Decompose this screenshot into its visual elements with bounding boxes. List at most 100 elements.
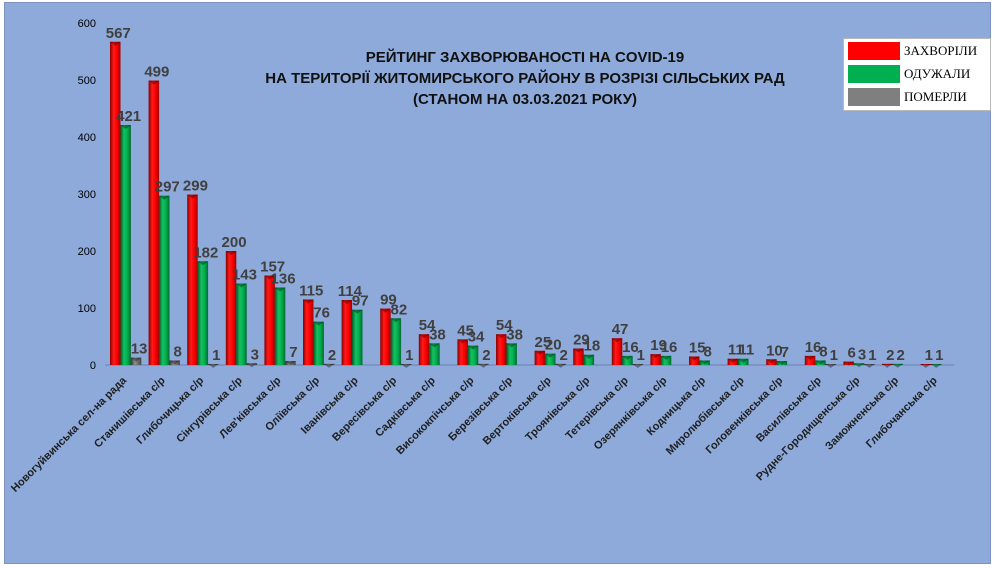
data-label-recovered: 7 [781, 344, 789, 361]
bar-cap-sick [110, 41, 121, 46]
bar-died [864, 364, 875, 365]
data-label-died: 2 [559, 347, 567, 364]
legend-swatch-gray [848, 88, 900, 106]
bar-sick [303, 299, 314, 365]
bar-died [169, 360, 180, 365]
bar-cap-sick [766, 359, 777, 364]
data-label-recovered: 421 [116, 108, 141, 125]
bar-cap-recovered [390, 318, 402, 323]
bar-cap-sick [843, 361, 854, 366]
x-category-label: Сінгурівська с/р [174, 374, 245, 445]
bar-cap-recovered [545, 353, 556, 358]
data-label-recovered: 11 [738, 342, 754, 359]
bar-cap-recovered [660, 355, 672, 360]
bar-cap-sick [689, 356, 700, 361]
data-label-recovered: 20 [545, 337, 562, 354]
bar-sick [341, 300, 353, 365]
bar-cap-sick [148, 80, 160, 85]
bar-sick [689, 356, 700, 365]
bar-recovered [159, 195, 170, 365]
data-label-recovered: 8 [703, 343, 711, 360]
bar-cap-recovered [776, 361, 788, 366]
bar-recovered [506, 343, 517, 365]
bar-recovered [622, 355, 633, 365]
bar-cap-recovered [853, 363, 865, 368]
data-label-sick: 115 [299, 282, 323, 299]
data-label-died: 3 [251, 346, 259, 363]
data-label-sick: 54 [419, 317, 436, 334]
bar-cap-died [169, 360, 180, 365]
y-tick-label: 100 [78, 303, 96, 315]
data-label-sick: 29 [573, 331, 590, 348]
bar-died [478, 363, 489, 365]
bar-recovered [815, 360, 826, 365]
legend-label-died: ПОМЕРЛИ [904, 89, 967, 104]
bar-recovered [776, 361, 788, 365]
bar-sick [110, 41, 121, 366]
bar-cap-recovered [467, 345, 479, 350]
data-label-sick: 19 [650, 337, 667, 354]
bar-cap-recovered [197, 261, 209, 266]
bar-cap-recovered [352, 309, 363, 314]
bar-cap-died [323, 363, 335, 368]
data-label-sick: 47 [612, 321, 629, 338]
x-category-label: Вересівська с/р [330, 374, 399, 443]
x-category-label: Глибочицька с/р [134, 374, 206, 446]
chart-area: 0 100 200 300 400 500 600 567 421 13 499 297 8 299 18… [4, 2, 991, 564]
bar-cap-recovered [506, 343, 517, 348]
data-label-sick: 45 [457, 322, 474, 339]
bar-cap-recovered [159, 195, 170, 200]
bar-recovered [352, 309, 363, 365]
bar-cap-sick [882, 363, 893, 368]
data-label-died: 8 [173, 343, 181, 360]
bar-cap-recovered [583, 354, 595, 359]
data-label-recovered: 1 [935, 347, 943, 364]
bar-recovered [467, 345, 479, 365]
data-label-recovered: 16 [622, 339, 639, 356]
data-label-sick: 567 [106, 25, 131, 42]
bar-sick [573, 348, 584, 365]
bar-sick [418, 334, 430, 365]
bar-cap-sick [187, 194, 198, 199]
bar-cap-died [246, 363, 258, 368]
data-label-recovered: 3 [858, 346, 866, 363]
bar-sick [187, 194, 198, 365]
data-label-died: 7 [289, 344, 297, 361]
bar-cap-died [864, 364, 875, 368]
y-tick-label: 0 [90, 360, 96, 372]
bar-died [130, 357, 142, 365]
data-label-recovered: 16 [661, 339, 678, 356]
bar-sick [882, 363, 893, 365]
bar-recovered [892, 363, 903, 365]
bar-cap-sick [341, 300, 353, 305]
data-label-died: 13 [131, 341, 148, 358]
y-tick-label: 400 [78, 132, 96, 144]
data-label-recovered: 297 [155, 179, 180, 196]
bar-cap-recovered [815, 360, 826, 365]
y-tick-label: 300 [78, 189, 96, 201]
x-category-label: Глибочанська с/р [864, 374, 940, 450]
data-label-sick: 2 [886, 347, 894, 364]
data-label-recovered: 18 [584, 338, 601, 355]
data-label-recovered: 2 [896, 347, 904, 364]
bar-cap-sick [573, 348, 584, 353]
chart-legend: ЗАХВОРІЛИ ОДУЖАЛИ ПОМЕРЛИ [843, 38, 991, 111]
bar-sick [457, 339, 468, 365]
y-tick-label: 600 [78, 18, 96, 30]
bar-cap-sick [380, 308, 391, 313]
bar-cap-recovered [313, 321, 324, 326]
legend-label-recovered: ОДУЖАЛИ [904, 66, 971, 81]
x-category-label: Озерянківська с/р [592, 374, 670, 452]
bar-sick [804, 355, 816, 365]
legend-swatch-green [848, 65, 900, 83]
bar-cap-sick [264, 275, 275, 280]
bar-cap-sick [611, 338, 623, 343]
bar-recovered [738, 358, 749, 365]
bar-recovered [853, 363, 865, 365]
data-label-sick: 54 [496, 317, 513, 334]
chart-title-line-3: (СТАНОМ НА 03.03.2021 РОКУ) [412, 91, 638, 108]
bar-cap-died [478, 363, 489, 368]
bar-recovered [197, 261, 209, 365]
x-category-label: Василівська с/р [754, 374, 824, 444]
